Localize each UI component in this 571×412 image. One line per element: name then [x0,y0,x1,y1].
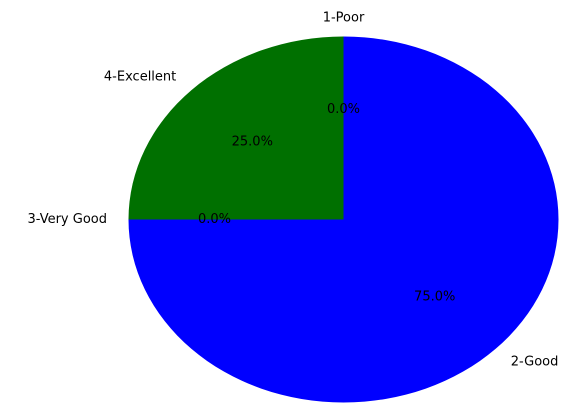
slice-percent-3-very-good: 0.0% [198,212,231,227]
slice-label-2-good: 2-Good [511,354,559,369]
slice-label-1-poor: 1-Poor [323,11,365,26]
slice-percent-4-excellent: 25.0% [232,134,273,149]
slice-label-4-excellent: 4-Excellent [104,70,176,85]
slice-percent-2-good: 75.0% [414,290,455,305]
slice-label-3-very-good: 3-Very Good [28,212,108,227]
slice-percent-1-poor: 0.0% [327,102,360,117]
pie-slice-4-excellent [128,36,344,220]
